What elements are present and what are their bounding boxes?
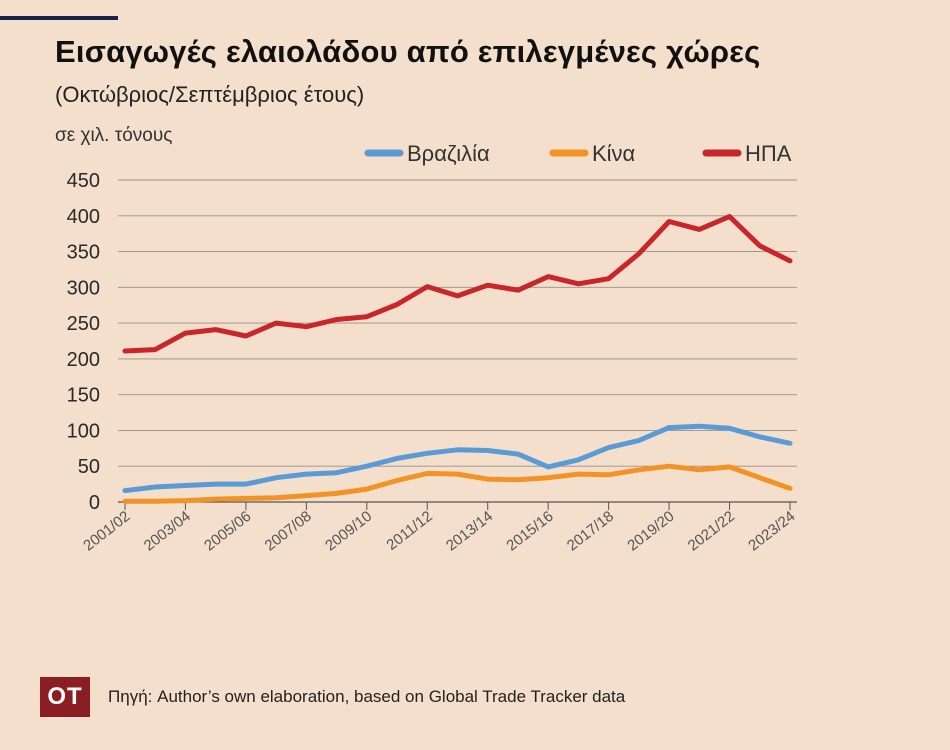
line-chart: 0 50 100 150 200 250 300 350 400 450 2001/02 2003/…	[67, 141, 799, 555]
gridlines	[118, 179, 797, 503]
y-axis-ticks: 0 50 100 150 200 250 300 350 400 450	[67, 170, 100, 514]
y-tick-label: 0	[89, 492, 100, 514]
x-tick-label: 2001/02	[80, 508, 133, 555]
y-axis-unit-label: σε χιλ. τόνους	[55, 125, 173, 146]
x-tick-label: 2017/18	[564, 508, 617, 555]
chart-subtitle: (Οκτώβριος/Σεπτέμβριος έτους)	[55, 82, 365, 107]
y-tick-label: 200	[67, 349, 100, 371]
x-tick-label: 2005/06	[201, 508, 254, 555]
footer: ΟΤ Πηγή: Author’s own elaboration, based…	[40, 677, 625, 717]
series-line	[122, 423, 793, 494]
y-tick-label: 50	[78, 456, 100, 478]
y-tick-label: 100	[67, 420, 100, 442]
series-line	[122, 214, 793, 354]
legend: Βραζιλία Κίνα ΗΠΑ	[364, 141, 792, 166]
series-line	[122, 463, 793, 504]
x-tick-label: 2023/24	[745, 508, 798, 555]
x-tick-label: 2019/20	[624, 508, 677, 555]
y-tick-label: 300	[67, 277, 100, 299]
x-tick-label: 2009/10	[322, 508, 375, 555]
ot-logo: ΟΤ	[40, 677, 90, 717]
legend-label: Βραζιλία	[407, 141, 490, 166]
y-tick-label: 400	[67, 206, 100, 228]
y-tick-label: 150	[67, 385, 100, 407]
legend-label: ΗΠΑ	[745, 141, 792, 166]
source-note: Πηγή: Author’s own elaboration, based on…	[108, 687, 626, 706]
x-tick-label: 2011/12	[383, 508, 435, 554]
x-axis-ticks: 2001/02 2003/04 2005/06 2007/08 2009/10 2011/…	[80, 502, 798, 555]
y-tick-label: 450	[67, 170, 100, 192]
series-lines	[122, 214, 793, 504]
x-tick-label: 2003/04	[141, 508, 194, 555]
chart-title: Εισαγωγές ελαιολάδου από επιλεγμένες χώρ…	[55, 34, 761, 69]
x-tick-label: 2015/16	[503, 508, 556, 555]
x-tick-label: 2021/22	[685, 508, 738, 555]
y-tick-label: 350	[67, 242, 100, 264]
x-tick-label: 2007/08	[262, 508, 315, 555]
x-tick-label: 2013/14	[443, 508, 496, 555]
y-tick-label: 250	[67, 313, 100, 335]
legend-label: Κίνα	[592, 141, 636, 166]
top-accent-rule	[0, 16, 118, 20]
